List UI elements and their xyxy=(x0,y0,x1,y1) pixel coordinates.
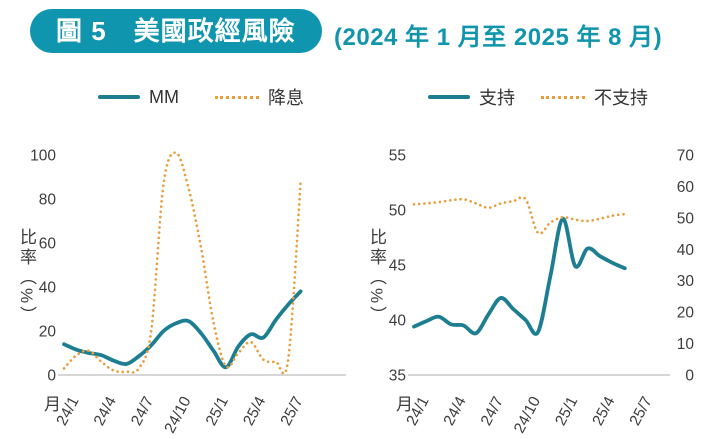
series-line-不支持 xyxy=(412,195,627,236)
x-axis-tick-label: 24/7 xyxy=(128,394,157,429)
solid-line-marker-icon xyxy=(428,95,470,99)
y-axis-tick-label: 40 xyxy=(389,313,407,330)
legend-label: 支持 xyxy=(479,88,515,108)
x-axis-title: 月 xyxy=(44,395,61,414)
figure-title-badge: 圖 5 美國政經風險 xyxy=(30,9,322,53)
y-axis-tick-label: 100 xyxy=(30,148,56,165)
x-axis-tick-label: 25/4 xyxy=(589,394,618,429)
x-axis-title: 月 xyxy=(396,395,413,414)
x-axis-tick-label: 25/1 xyxy=(552,394,581,429)
solid-line-marker-icon xyxy=(98,95,140,99)
secondary-y-axis-tick-label: 60 xyxy=(677,179,695,196)
y-axis-tick-label: 45 xyxy=(389,258,406,275)
legend-item: 不支持 xyxy=(541,84,648,110)
legend-item: 降息 xyxy=(215,84,304,110)
x-axis-tick-label: 25/7 xyxy=(627,394,656,429)
secondary-y-axis-tick-label: 20 xyxy=(677,305,695,322)
x-axis-tick-label: 24/7 xyxy=(478,394,507,429)
x-axis-tick-label: 25/1 xyxy=(203,394,232,429)
series-line-支持 xyxy=(412,216,627,336)
y-axis-tick-label: 50 xyxy=(389,203,407,220)
x-axis-tick-label: 24/10 xyxy=(161,394,194,434)
secondary-y-axis-tick-label: 40 xyxy=(677,242,695,259)
y-axis-tick-label: 40 xyxy=(39,280,57,297)
secondary-y-axis-tick-label: 30 xyxy=(677,273,695,290)
series-line-MM xyxy=(62,289,303,370)
secondary-y-axis-tick-label: 10 xyxy=(677,336,695,353)
x-axis-tick-label: 25/4 xyxy=(240,394,269,429)
x-axis-tick-label: 25/7 xyxy=(278,394,307,429)
secondary-y-axis-tick-label: 50 xyxy=(677,210,695,227)
legend-item: MM xyxy=(98,87,179,108)
legend-label: 降息 xyxy=(268,88,304,108)
x-axis-tick-label: 24/4 xyxy=(91,394,120,429)
legend-right: 支持 不支持 xyxy=(414,82,662,112)
dotted-line-marker-icon xyxy=(215,95,259,99)
legend-item: 支持 xyxy=(428,84,515,110)
legend-label: MM xyxy=(149,86,179,107)
y-axis-title-right-panel: 比率（%） xyxy=(367,228,386,327)
y-axis-tick-label: 20 xyxy=(39,324,57,341)
legend-left: MM 降息 xyxy=(64,82,338,112)
y-axis-tick-label: 0 xyxy=(47,368,56,385)
series-line-降息 xyxy=(62,151,302,375)
legend-label: 不支持 xyxy=(594,88,648,108)
x-axis-tick-label: 24/10 xyxy=(511,394,544,434)
y-axis-tick-label: 80 xyxy=(39,192,57,209)
chart-panel-left: MM 降息 比率（%） 0 20 40 60 80 100 24/1 24/4 24/7 24/10… xyxy=(6,82,348,436)
figure-subtitle: (2024 年 1 月至 2025 年 8 月) xyxy=(334,24,663,51)
figure-header: 圖 5 美國政經風險 (2024 年 1 月至 2025 年 8 月) xyxy=(0,0,703,70)
secondary-y-axis-tick-label: 70 xyxy=(677,148,695,165)
secondary-y-axis-tick-label: 0 xyxy=(685,368,694,385)
y-axis-tick-label: 60 xyxy=(39,236,57,253)
x-axis-tick-label: 24/4 xyxy=(441,394,470,429)
chart-panel-right: 支持 不支持 比率（%） 35 40 45 50 55 0 10 20 30 40 50 60 70 24/… xyxy=(352,82,702,436)
y-axis-title-left: 比率（%） xyxy=(17,228,36,327)
y-axis-tick-label: 55 xyxy=(389,148,406,165)
dotted-line-marker-icon xyxy=(541,95,585,99)
y-axis-tick-label: 35 xyxy=(389,368,406,385)
